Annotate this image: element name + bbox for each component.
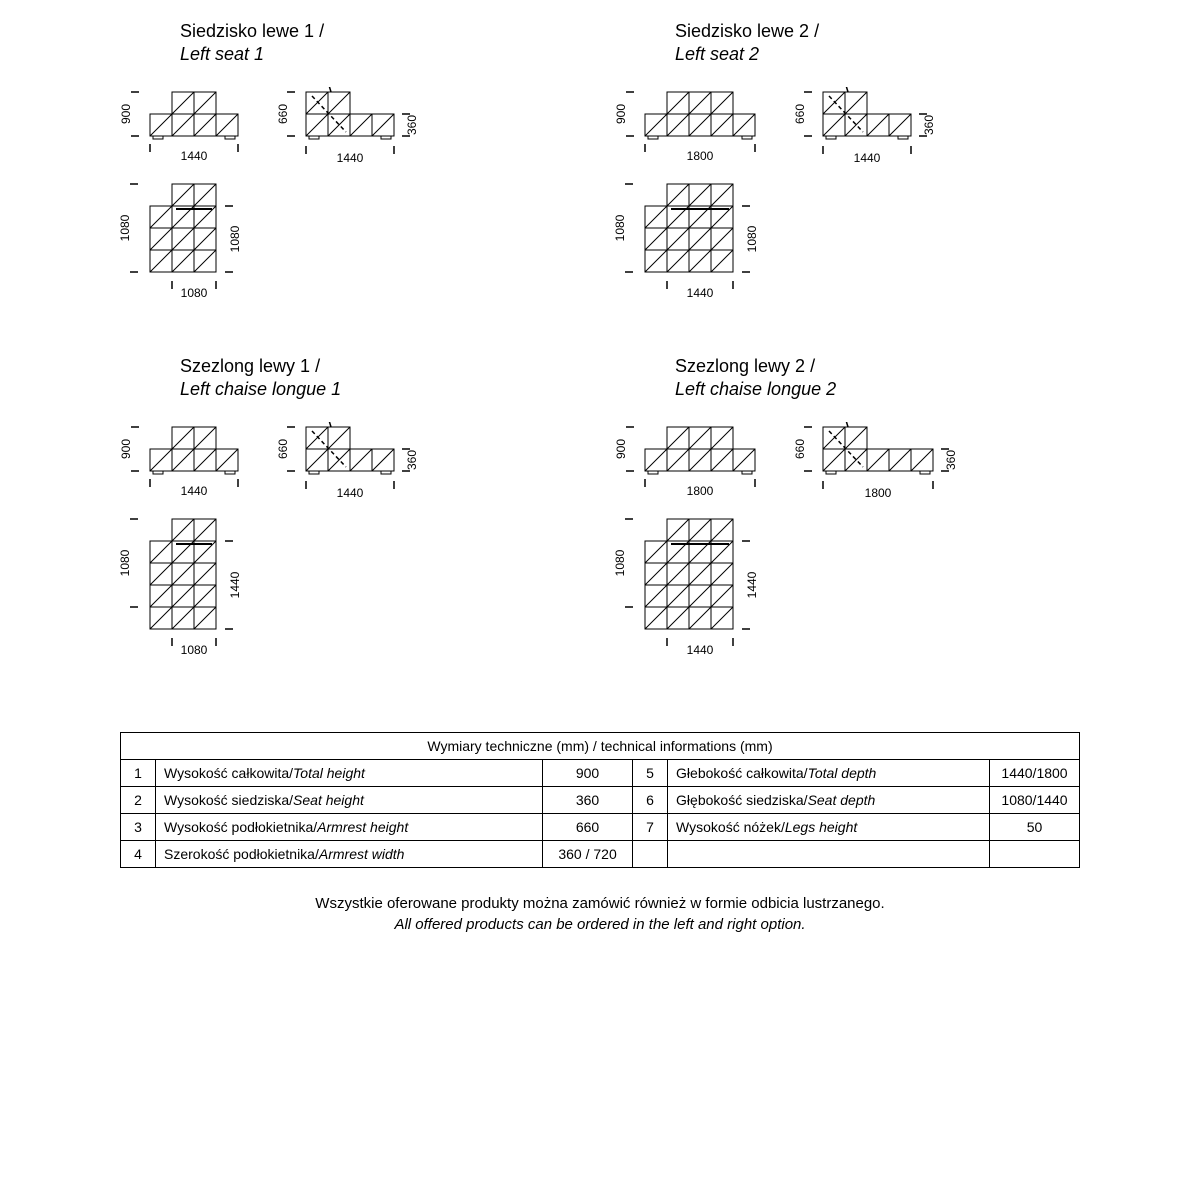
row-num: 1 (121, 759, 156, 786)
row-label-2 (668, 840, 990, 867)
svg-text:900: 900 (120, 438, 133, 458)
row-label-2: Wysokość nóżek/Legs height (668, 813, 990, 840)
front-view: 900 1440 (120, 422, 248, 496)
svg-text:660: 660 (278, 438, 290, 458)
row-value: 360 (543, 786, 633, 813)
svg-text:1080: 1080 (745, 225, 759, 252)
front-view: 900 1440 (120, 87, 248, 161)
side-view: 660 360 1800 (795, 422, 963, 499)
svg-text:1080: 1080 (615, 214, 627, 241)
svg-text:1800: 1800 (687, 149, 714, 161)
svg-text:1440: 1440 (337, 486, 364, 499)
side-view: 660 360 1440 (278, 87, 424, 164)
product-section: Siedzisko lewe 1 / Left seat 1 900 1440 6… (120, 20, 585, 315)
side-view: 660 360 1440 (795, 87, 941, 164)
product-section: Szezlong lewy 1 / Left chaise longue 1 9… (120, 355, 585, 672)
top-view: 1080 1080 1080 (120, 179, 251, 300)
row-label-2: Głębokość siedziska/Seat depth (668, 786, 990, 813)
svg-text:1440: 1440 (745, 571, 759, 598)
svg-text:360: 360 (405, 114, 419, 134)
row-value: 900 (543, 759, 633, 786)
row-num-2: 5 (633, 759, 668, 786)
svg-text:1080: 1080 (181, 643, 208, 657)
footnote-pl: Wszystkie oferowane produkty można zamów… (120, 893, 1080, 914)
title-en: Left seat 2 (675, 43, 1080, 66)
row-value-2: 1080/1440 (990, 786, 1080, 813)
svg-text:1080: 1080 (181, 286, 208, 300)
svg-text:900: 900 (120, 103, 133, 123)
row-label: Wysokość podłokietnika/Armrest height (156, 813, 543, 840)
table-row: 4 Szerokość podłokietnika/Armrest width … (121, 840, 1080, 867)
footnote-en: All offered products can be ordered in t… (120, 914, 1080, 935)
row-value-2 (990, 840, 1080, 867)
title-pl: Szezlong lewy 1 / (180, 355, 585, 378)
svg-text:360: 360 (922, 114, 936, 134)
table-row: 3 Wysokość podłokietnika/Armrest height … (121, 813, 1080, 840)
svg-text:1800: 1800 (865, 486, 892, 499)
row-label: Szerokość podłokietnika/Armrest width (156, 840, 543, 867)
svg-text:1440: 1440 (687, 286, 714, 300)
table-row: 1 Wysokość całkowita/Total height 900 5 … (121, 759, 1080, 786)
section-title: Szezlong lewy 2 / Left chaise longue 2 (675, 355, 1080, 402)
top-view: 1080 1440 1440 (615, 514, 768, 657)
product-section: Siedzisko lewe 2 / Left seat 2 900 1800 6… (615, 20, 1080, 315)
section-title: Siedzisko lewe 2 / Left seat 2 (675, 20, 1080, 67)
row-value: 360 / 720 (543, 840, 633, 867)
svg-text:1080: 1080 (120, 549, 132, 576)
top-view: 1080 1080 1440 (615, 179, 768, 300)
svg-text:660: 660 (795, 103, 807, 123)
svg-text:1080: 1080 (120, 214, 132, 241)
svg-text:660: 660 (795, 438, 807, 458)
title-en: Left seat 1 (180, 43, 585, 66)
svg-text:1440: 1440 (181, 149, 208, 161)
row-value-2: 50 (990, 813, 1080, 840)
row-num-2: 7 (633, 813, 668, 840)
svg-text:1440: 1440 (687, 643, 714, 657)
table-header: Wymiary techniczne (mm) / technical info… (121, 732, 1080, 759)
svg-text:1440: 1440 (854, 151, 881, 164)
svg-text:1440: 1440 (228, 571, 242, 598)
title-pl: Siedzisko lewe 1 / (180, 20, 585, 43)
front-view: 900 1800 (615, 422, 765, 496)
title-pl: Szezlong lewy 2 / (675, 355, 1080, 378)
row-value: 660 (543, 813, 633, 840)
top-view: 1080 1440 1080 (120, 514, 251, 657)
svg-text:1440: 1440 (337, 151, 364, 164)
row-value-2: 1440/1800 (990, 759, 1080, 786)
svg-text:900: 900 (615, 438, 628, 458)
row-num-2 (633, 840, 668, 867)
row-num: 4 (121, 840, 156, 867)
svg-text:1800: 1800 (687, 484, 714, 496)
title-pl: Siedzisko lewe 2 / (675, 20, 1080, 43)
row-label-2: Głebokość całkowita/Total depth (668, 759, 990, 786)
row-label: Wysokość siedziska/Seat height (156, 786, 543, 813)
title-en: Left chaise longue 1 (180, 378, 585, 401)
product-diagrams-grid: Siedzisko lewe 1 / Left seat 1 900 1440 6… (120, 20, 1080, 672)
title-en: Left chaise longue 2 (675, 378, 1080, 401)
svg-text:660: 660 (278, 103, 290, 123)
svg-text:1080: 1080 (228, 225, 242, 252)
front-view: 900 1800 (615, 87, 765, 161)
svg-text:900: 900 (615, 103, 628, 123)
svg-text:1440: 1440 (181, 484, 208, 496)
side-view: 660 360 1440 (278, 422, 424, 499)
row-num: 2 (121, 786, 156, 813)
footnote: Wszystkie oferowane produkty można zamów… (120, 893, 1080, 935)
section-title: Szezlong lewy 1 / Left chaise longue 1 (180, 355, 585, 402)
svg-text:360: 360 (405, 449, 419, 469)
product-section: Szezlong lewy 2 / Left chaise longue 2 9… (615, 355, 1080, 672)
svg-text:360: 360 (944, 449, 958, 469)
row-num: 3 (121, 813, 156, 840)
tech-specs-table: Wymiary techniczne (mm) / technical info… (120, 732, 1080, 868)
table-row: 2 Wysokość siedziska/Seat height 360 6 G… (121, 786, 1080, 813)
svg-text:1080: 1080 (615, 549, 627, 576)
section-title: Siedzisko lewe 1 / Left seat 1 (180, 20, 585, 67)
row-label: Wysokość całkowita/Total height (156, 759, 543, 786)
row-num-2: 6 (633, 786, 668, 813)
